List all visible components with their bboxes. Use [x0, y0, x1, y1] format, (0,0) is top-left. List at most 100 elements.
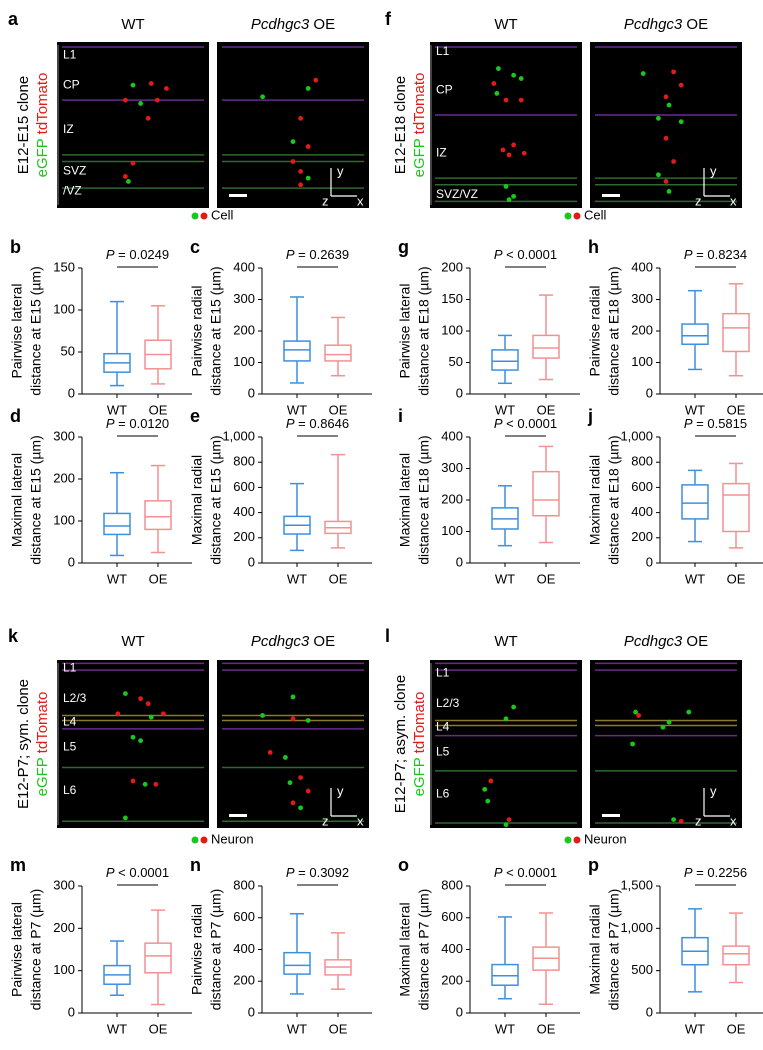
image — [430, 660, 582, 828]
layer-label: L2/3 — [436, 696, 460, 710]
cell-dot — [260, 94, 265, 100]
cell-dot — [503, 97, 509, 103]
y-tick-label: 200 — [53, 920, 75, 935]
cell-dot — [148, 714, 154, 720]
legend-dot — [573, 836, 581, 844]
y-tick-label: 600 — [441, 909, 463, 924]
cell-dot — [656, 172, 661, 178]
cell-dot — [491, 81, 497, 86]
image — [57, 660, 209, 828]
ylabel-line1: E12-E15 clone — [15, 76, 32, 174]
cell-dot — [164, 86, 169, 91]
layer-label: L4 — [436, 719, 450, 733]
cell-dot — [663, 135, 669, 141]
scale-bar — [229, 194, 247, 197]
cell-dot — [142, 781, 148, 787]
layer-label: CP — [436, 82, 453, 96]
y-tick-label: 0 — [248, 554, 255, 569]
p-symbol: P — [684, 865, 693, 880]
cell-dot — [298, 115, 303, 121]
ylabel-line2: eGFP tdTomato — [34, 73, 51, 178]
box — [681, 323, 709, 345]
panel-label: n — [190, 855, 201, 875]
x-tick-label: WT — [495, 571, 515, 586]
p-number: = 0.2256 — [696, 865, 747, 880]
cell-dot — [500, 147, 506, 153]
p-number: = 0.8646 — [298, 416, 349, 431]
cell-dot — [666, 719, 672, 725]
wt-title: WT — [494, 16, 517, 33]
box — [722, 482, 750, 533]
axis-glyph: z — [695, 813, 702, 828]
p-number: = 0.5815 — [696, 416, 747, 431]
y-tick-label: 100 — [53, 301, 75, 316]
x-tick-label: WT — [495, 1021, 515, 1036]
oe-gene: Pcdhgc3 — [624, 16, 683, 33]
y-tick-label: 50 — [61, 343, 75, 358]
cell-dot — [290, 800, 296, 806]
cell-dot — [663, 94, 669, 100]
box — [532, 334, 560, 359]
y-tick-label: 0 — [646, 554, 653, 569]
panel-label: c — [190, 237, 200, 257]
p-symbol: P — [494, 416, 503, 431]
box — [283, 951, 311, 975]
axis-glyph: z — [322, 813, 329, 828]
y-tick-label: 0 — [456, 385, 463, 400]
panel-label: j — [587, 406, 593, 426]
p-value: P < 0.0001 — [494, 865, 557, 880]
cell-dot — [671, 159, 676, 164]
cell-dot — [130, 734, 136, 740]
y-tick-label: 100 — [441, 523, 463, 538]
cell-dot — [488, 778, 494, 784]
cell-dot — [511, 704, 516, 710]
cell-dot — [123, 97, 128, 103]
y-axis-label: distance at E18 (µm) — [416, 266, 432, 395]
cell-dot — [130, 82, 136, 88]
cell-dot — [267, 750, 273, 755]
legend-text: Neuron — [584, 831, 627, 846]
p-value: P < 0.0001 — [494, 247, 557, 262]
cell-dot — [154, 97, 160, 103]
y-tick-label: 800 — [441, 877, 463, 892]
wt-title: WT — [121, 633, 144, 650]
y-tick-label: 0 — [248, 1004, 255, 1019]
y-tick-label: 400 — [441, 428, 463, 443]
layer-label: IZ — [436, 145, 447, 159]
x-tick-label: WT — [685, 1021, 705, 1036]
panel-label: b — [10, 237, 21, 257]
y-tick-label: 0 — [646, 1004, 653, 1019]
legend-text: Cell — [211, 207, 234, 222]
y-tick-label: 100 — [53, 962, 75, 977]
p-symbol: P — [106, 247, 115, 262]
y-axis-label: distance at E15 (µm) — [28, 435, 44, 564]
y-tick-label: 300 — [53, 877, 75, 892]
cell-dot — [298, 805, 303, 811]
cell-dot — [666, 102, 672, 108]
cell-dot — [482, 786, 488, 792]
cell-dot — [290, 159, 296, 164]
x-tick-label: WT — [287, 571, 307, 586]
p-number: = 0.8234 — [696, 247, 747, 262]
cell-dot — [686, 709, 692, 715]
x-tick-label: OE — [329, 571, 348, 586]
ylabel-green: eGFP — [411, 757, 428, 796]
panel-label: h — [588, 237, 599, 257]
cell-dot — [511, 142, 516, 148]
y-axis-label: Maximal lateral — [397, 453, 413, 547]
x-tick-label: OE — [329, 402, 348, 417]
cell-dot — [503, 184, 509, 189]
scale-bar — [229, 814, 247, 817]
y-tick-label: 200 — [441, 491, 463, 506]
cell-dot — [630, 741, 635, 747]
p-symbol: P — [494, 865, 503, 880]
legend-text: Neuron — [211, 831, 254, 846]
y-axis-label: distance at E15 (µm) — [28, 266, 44, 395]
axis-glyph: y — [337, 783, 344, 798]
cell-dot — [663, 179, 669, 184]
cell-dot — [126, 179, 131, 184]
box — [722, 312, 750, 353]
y-tick-label: 0 — [68, 1004, 75, 1019]
cell-dot — [678, 119, 684, 125]
y-axis-label: Maximal radial — [189, 455, 205, 545]
